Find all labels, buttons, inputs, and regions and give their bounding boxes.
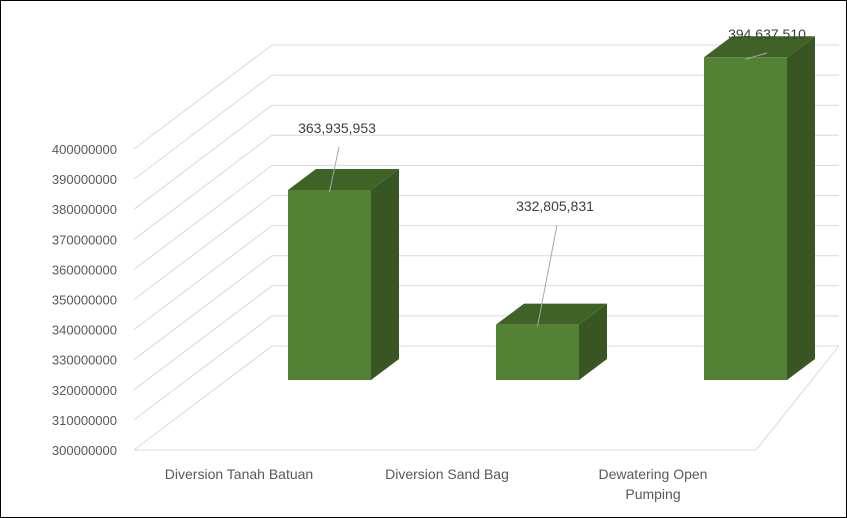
y-axis-ticks: 300000000 310000000 320000000 330000000 3400… bbox=[52, 142, 117, 458]
y-tick-label: 400000000 bbox=[52, 142, 117, 157]
bar-front bbox=[496, 324, 579, 380]
data-label: 332,805,831 bbox=[516, 198, 594, 214]
category-label: Dewatering Open Pumping bbox=[599, 466, 708, 502]
gridline-side bbox=[133, 165, 273, 270]
leader-line bbox=[745, 52, 768, 60]
bars bbox=[288, 36, 815, 380]
category-label: Diversion Tanah Batuan bbox=[165, 466, 313, 482]
category-labels: Diversion Tanah Batuan Diversion Sand Bag… bbox=[165, 466, 708, 502]
gridline-side bbox=[133, 345, 273, 451]
y-tick-label: 360000000 bbox=[52, 262, 117, 277]
leader-line bbox=[329, 146, 340, 193]
y-tick-label: 370000000 bbox=[52, 232, 117, 247]
gridline-side bbox=[133, 44, 273, 150]
gridline-side bbox=[133, 104, 273, 210]
y-tick-label: 310000000 bbox=[52, 413, 117, 428]
bar-top bbox=[496, 303, 607, 325]
y-tick-label: 350000000 bbox=[52, 293, 117, 308]
y-tick-label: 390000000 bbox=[52, 172, 117, 187]
gridline-side bbox=[133, 225, 273, 330]
bar-side bbox=[371, 169, 399, 380]
data-label: 363,935,953 bbox=[298, 120, 376, 136]
bar-front bbox=[704, 57, 787, 380]
bar-top bbox=[704, 36, 815, 58]
data-labels: 363,935,953 332,805,831 394,637,510 bbox=[298, 26, 806, 327]
y-tick-label: 340000000 bbox=[52, 323, 117, 338]
y-tick-label: 300000000 bbox=[52, 443, 117, 458]
bar-front bbox=[288, 190, 371, 380]
gridline-side bbox=[133, 255, 273, 361]
gridline-side bbox=[133, 134, 273, 240]
bar-side bbox=[579, 303, 607, 380]
data-label: 394,637,510 bbox=[728, 26, 806, 42]
y-tick-label: 380000000 bbox=[52, 202, 117, 217]
y-tick-label: 320000000 bbox=[52, 383, 117, 398]
bar-top bbox=[288, 169, 399, 190]
gridline-side bbox=[133, 195, 273, 300]
floor-right-edge bbox=[755, 345, 840, 451]
gridline-side bbox=[133, 74, 273, 180]
gridline-side bbox=[133, 315, 273, 421]
gridline-side bbox=[133, 285, 273, 391]
category-label: Diversion Sand Bag bbox=[385, 466, 509, 482]
leader-line bbox=[537, 224, 558, 327]
y-tick-label: 330000000 bbox=[52, 353, 117, 368]
bar-side bbox=[787, 36, 815, 380]
